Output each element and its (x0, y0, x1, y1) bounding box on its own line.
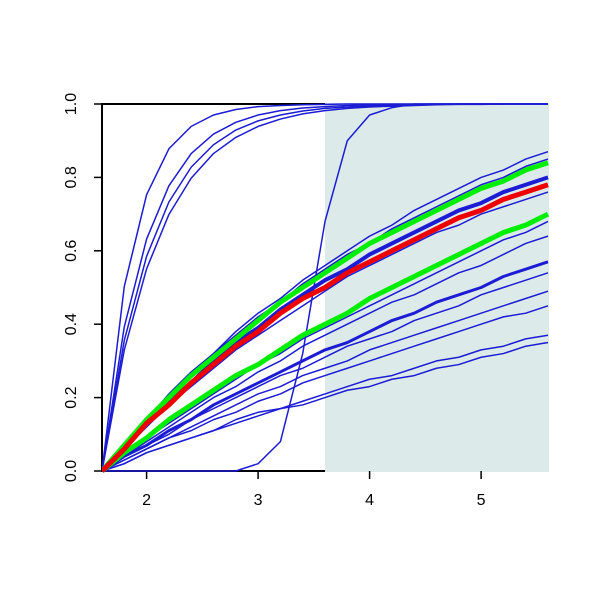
x-tick-label: 4 (365, 492, 374, 509)
y-tick-label: 0.6 (63, 240, 80, 262)
y-tick-label: 1.0 (63, 93, 80, 115)
series-line (102, 341, 549, 472)
series-line (102, 235, 549, 472)
shaded-region (325, 103, 549, 472)
series-line (102, 260, 549, 473)
series-line (102, 305, 549, 472)
x-tick-label: 5 (477, 492, 486, 509)
series-line (102, 272, 549, 472)
x-tick-label: 3 (254, 492, 263, 509)
y-tick-label: 0.8 (63, 166, 80, 188)
series-line (102, 220, 549, 472)
series-line (102, 160, 549, 473)
y-tick-label: 0.2 (63, 386, 80, 408)
y-tick-label: 0.4 (63, 313, 80, 335)
lines (102, 103, 549, 473)
y-tick-label: 0.0 (63, 460, 80, 482)
series-line (102, 290, 549, 472)
series-line (102, 150, 549, 472)
series-line (102, 211, 549, 473)
series-line (102, 182, 549, 473)
series-line (102, 103, 548, 472)
x-tick-label: 2 (142, 492, 151, 509)
